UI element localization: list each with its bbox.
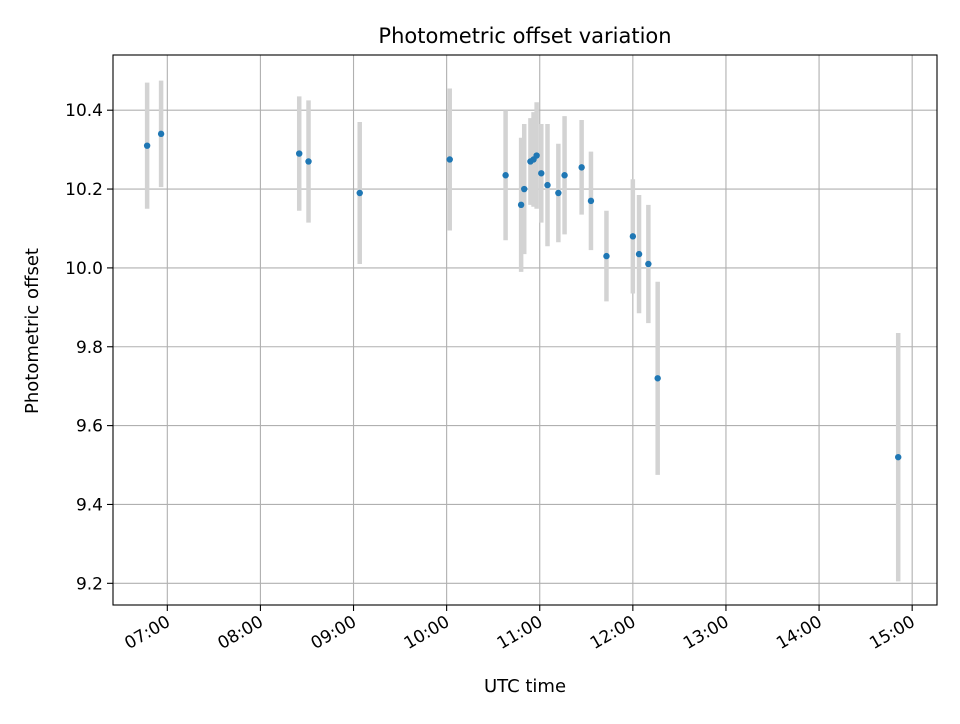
data-point [538, 170, 545, 177]
grid-layer [113, 55, 937, 605]
data-point [521, 185, 528, 193]
data-point [654, 375, 661, 382]
data-point [296, 150, 303, 157]
data-point [157, 130, 165, 138]
y-tick-layer: 9.2 9.4 9.6 9.8 10.0 10.2 10.4 [65, 101, 113, 594]
point-layer [143, 130, 902, 461]
y-tick-label: 9.6 [76, 417, 103, 437]
y-tick-label: 10.4 [65, 101, 103, 121]
data-point [895, 453, 902, 461]
data-point [143, 142, 151, 149]
data-point [629, 233, 637, 240]
y-tick-label: 10.0 [65, 259, 103, 279]
y-tick-label: 9.2 [76, 574, 103, 594]
y-axis-label: Photometric offset [22, 248, 43, 414]
data-point [578, 164, 585, 171]
data-point [305, 158, 312, 165]
data-point [544, 181, 551, 189]
y-tick-label: 10.2 [65, 180, 103, 200]
data-point [555, 189, 562, 197]
data-point [635, 250, 643, 258]
plot-frame [112, 54, 938, 606]
chart-title: Photometric offset variation [378, 24, 671, 48]
y-tick-label: 9.8 [76, 338, 103, 358]
data-point [533, 152, 540, 159]
data-point [502, 172, 509, 179]
data-point [356, 189, 363, 197]
data-point [603, 252, 610, 260]
data-point [446, 156, 453, 163]
data-point [587, 197, 595, 205]
data-point [645, 260, 652, 268]
y-tick-label: 9.4 [76, 495, 103, 515]
x-axis-label: UTC time [484, 676, 566, 697]
data-point [561, 172, 568, 179]
data-point [517, 201, 525, 209]
